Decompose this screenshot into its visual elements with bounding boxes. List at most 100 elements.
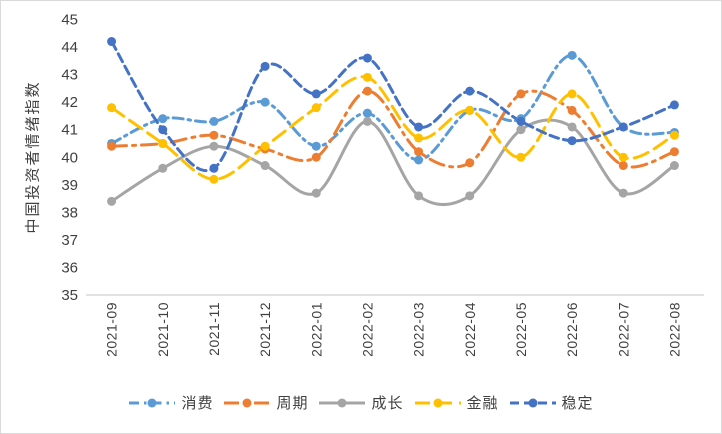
x-tick-label: 2021-12	[257, 302, 273, 357]
series-line-成长	[110, 118, 676, 207]
legend-label: 消费	[181, 395, 214, 412]
data-point-成长	[158, 163, 168, 173]
legend-label: 稳定	[561, 395, 594, 412]
data-point-稳定	[618, 122, 628, 132]
legend-item-周期: 周期	[223, 392, 308, 413]
data-point-金融	[362, 72, 372, 82]
x-tick-label: 2022-03	[411, 302, 427, 357]
y-tick-label: 38	[61, 204, 78, 221]
x-tick-label: 2021-09	[104, 302, 120, 357]
data-point-稳定	[414, 122, 424, 132]
data-point-金融	[567, 89, 577, 99]
x-tick-label: 2021-11	[206, 302, 222, 356]
data-point-消费	[362, 108, 372, 118]
y-tick-label: 41	[61, 122, 78, 139]
y-tick-label: 45	[61, 12, 78, 29]
y-tick-label: 42	[61, 94, 78, 111]
data-point-成长	[465, 191, 475, 201]
y-tick-label: 37	[61, 232, 78, 249]
data-point-消费	[567, 50, 577, 60]
data-point-消费	[209, 116, 219, 126]
legend-item-金融: 金融	[414, 392, 499, 413]
y-tick-label: 35	[61, 287, 78, 304]
data-point-稳定	[158, 125, 168, 135]
legend-label: 成长	[371, 395, 404, 412]
data-point-周期	[516, 89, 526, 99]
data-point-周期	[567, 105, 577, 115]
data-point-稳定	[107, 37, 117, 47]
legend-line-sample	[509, 398, 556, 407]
legend-marker	[147, 398, 157, 407]
data-point-金融	[209, 174, 219, 184]
legend-line-sample	[129, 398, 176, 407]
data-point-稳定	[516, 116, 526, 126]
data-point-周期	[209, 130, 219, 140]
data-point-金融	[618, 152, 628, 162]
data-point-金融	[516, 152, 526, 162]
legend-marker	[242, 398, 252, 407]
data-point-稳定	[669, 100, 679, 110]
legend-label: 周期	[276, 395, 309, 412]
x-tick-label: 2022-04	[462, 302, 478, 357]
data-point-金融	[260, 141, 270, 151]
legend: 消费 周期 成长 金融 稳定	[1, 392, 721, 413]
data-point-稳定	[311, 89, 321, 99]
x-tick-label: 2022-01	[308, 302, 324, 357]
legend-marker	[337, 398, 347, 407]
data-point-成长	[311, 188, 321, 198]
x-tick-label: 2022-06	[564, 302, 580, 357]
y-tick-label: 36	[61, 259, 78, 276]
data-point-周期	[669, 147, 679, 157]
data-point-成长	[362, 116, 372, 126]
legend-marker	[433, 398, 442, 407]
data-point-消费	[158, 114, 168, 124]
x-tick-label: 2021-10	[155, 302, 171, 357]
x-tick-label: 2022-05	[513, 302, 529, 357]
y-tick-label: 44	[61, 39, 78, 56]
data-point-金融	[158, 138, 168, 148]
legend-item-消费: 消费	[128, 392, 213, 413]
x-tick-label: 2022-08	[666, 302, 682, 357]
x-tick-label: 2022-07	[615, 302, 631, 357]
data-point-周期	[465, 158, 475, 168]
data-point-周期	[414, 147, 424, 157]
data-point-成长	[260, 161, 270, 171]
data-point-成长	[414, 191, 424, 201]
legend-line-sample	[224, 398, 271, 407]
data-point-金融	[465, 105, 475, 115]
data-point-成长	[618, 188, 628, 198]
legend-item-成长: 成长	[318, 392, 403, 413]
data-point-金融	[311, 103, 321, 113]
data-point-周期	[311, 152, 321, 162]
data-point-金融	[107, 103, 117, 113]
data-point-消费	[414, 155, 424, 165]
data-point-周期	[618, 161, 628, 171]
data-point-成长	[516, 125, 526, 135]
data-point-成长	[669, 161, 679, 171]
legend-line-sample	[319, 398, 366, 407]
data-point-稳定	[465, 86, 475, 96]
y-tick-label: 43	[61, 67, 78, 84]
data-point-稳定	[567, 136, 577, 146]
x-tick-label: 2022-02	[359, 302, 375, 357]
legend-marker	[528, 398, 538, 407]
data-point-周期	[362, 86, 372, 96]
y-tick-label: 39	[61, 177, 78, 194]
data-point-成长	[107, 196, 117, 206]
data-point-成长	[567, 122, 577, 132]
data-point-稳定	[260, 61, 270, 71]
data-point-稳定	[362, 53, 372, 63]
legend-line-sample	[414, 398, 461, 407]
legend-label: 金融	[466, 395, 499, 412]
data-point-消费	[260, 97, 270, 107]
legend-item-稳定: 稳定	[509, 392, 594, 413]
y-tick-label: 40	[61, 149, 78, 166]
data-point-稳定	[209, 163, 219, 173]
data-point-成长	[209, 141, 219, 151]
data-point-金融	[414, 133, 424, 143]
data-point-金融	[669, 130, 679, 140]
data-point-消费	[311, 141, 321, 151]
data-point-周期	[107, 141, 117, 151]
